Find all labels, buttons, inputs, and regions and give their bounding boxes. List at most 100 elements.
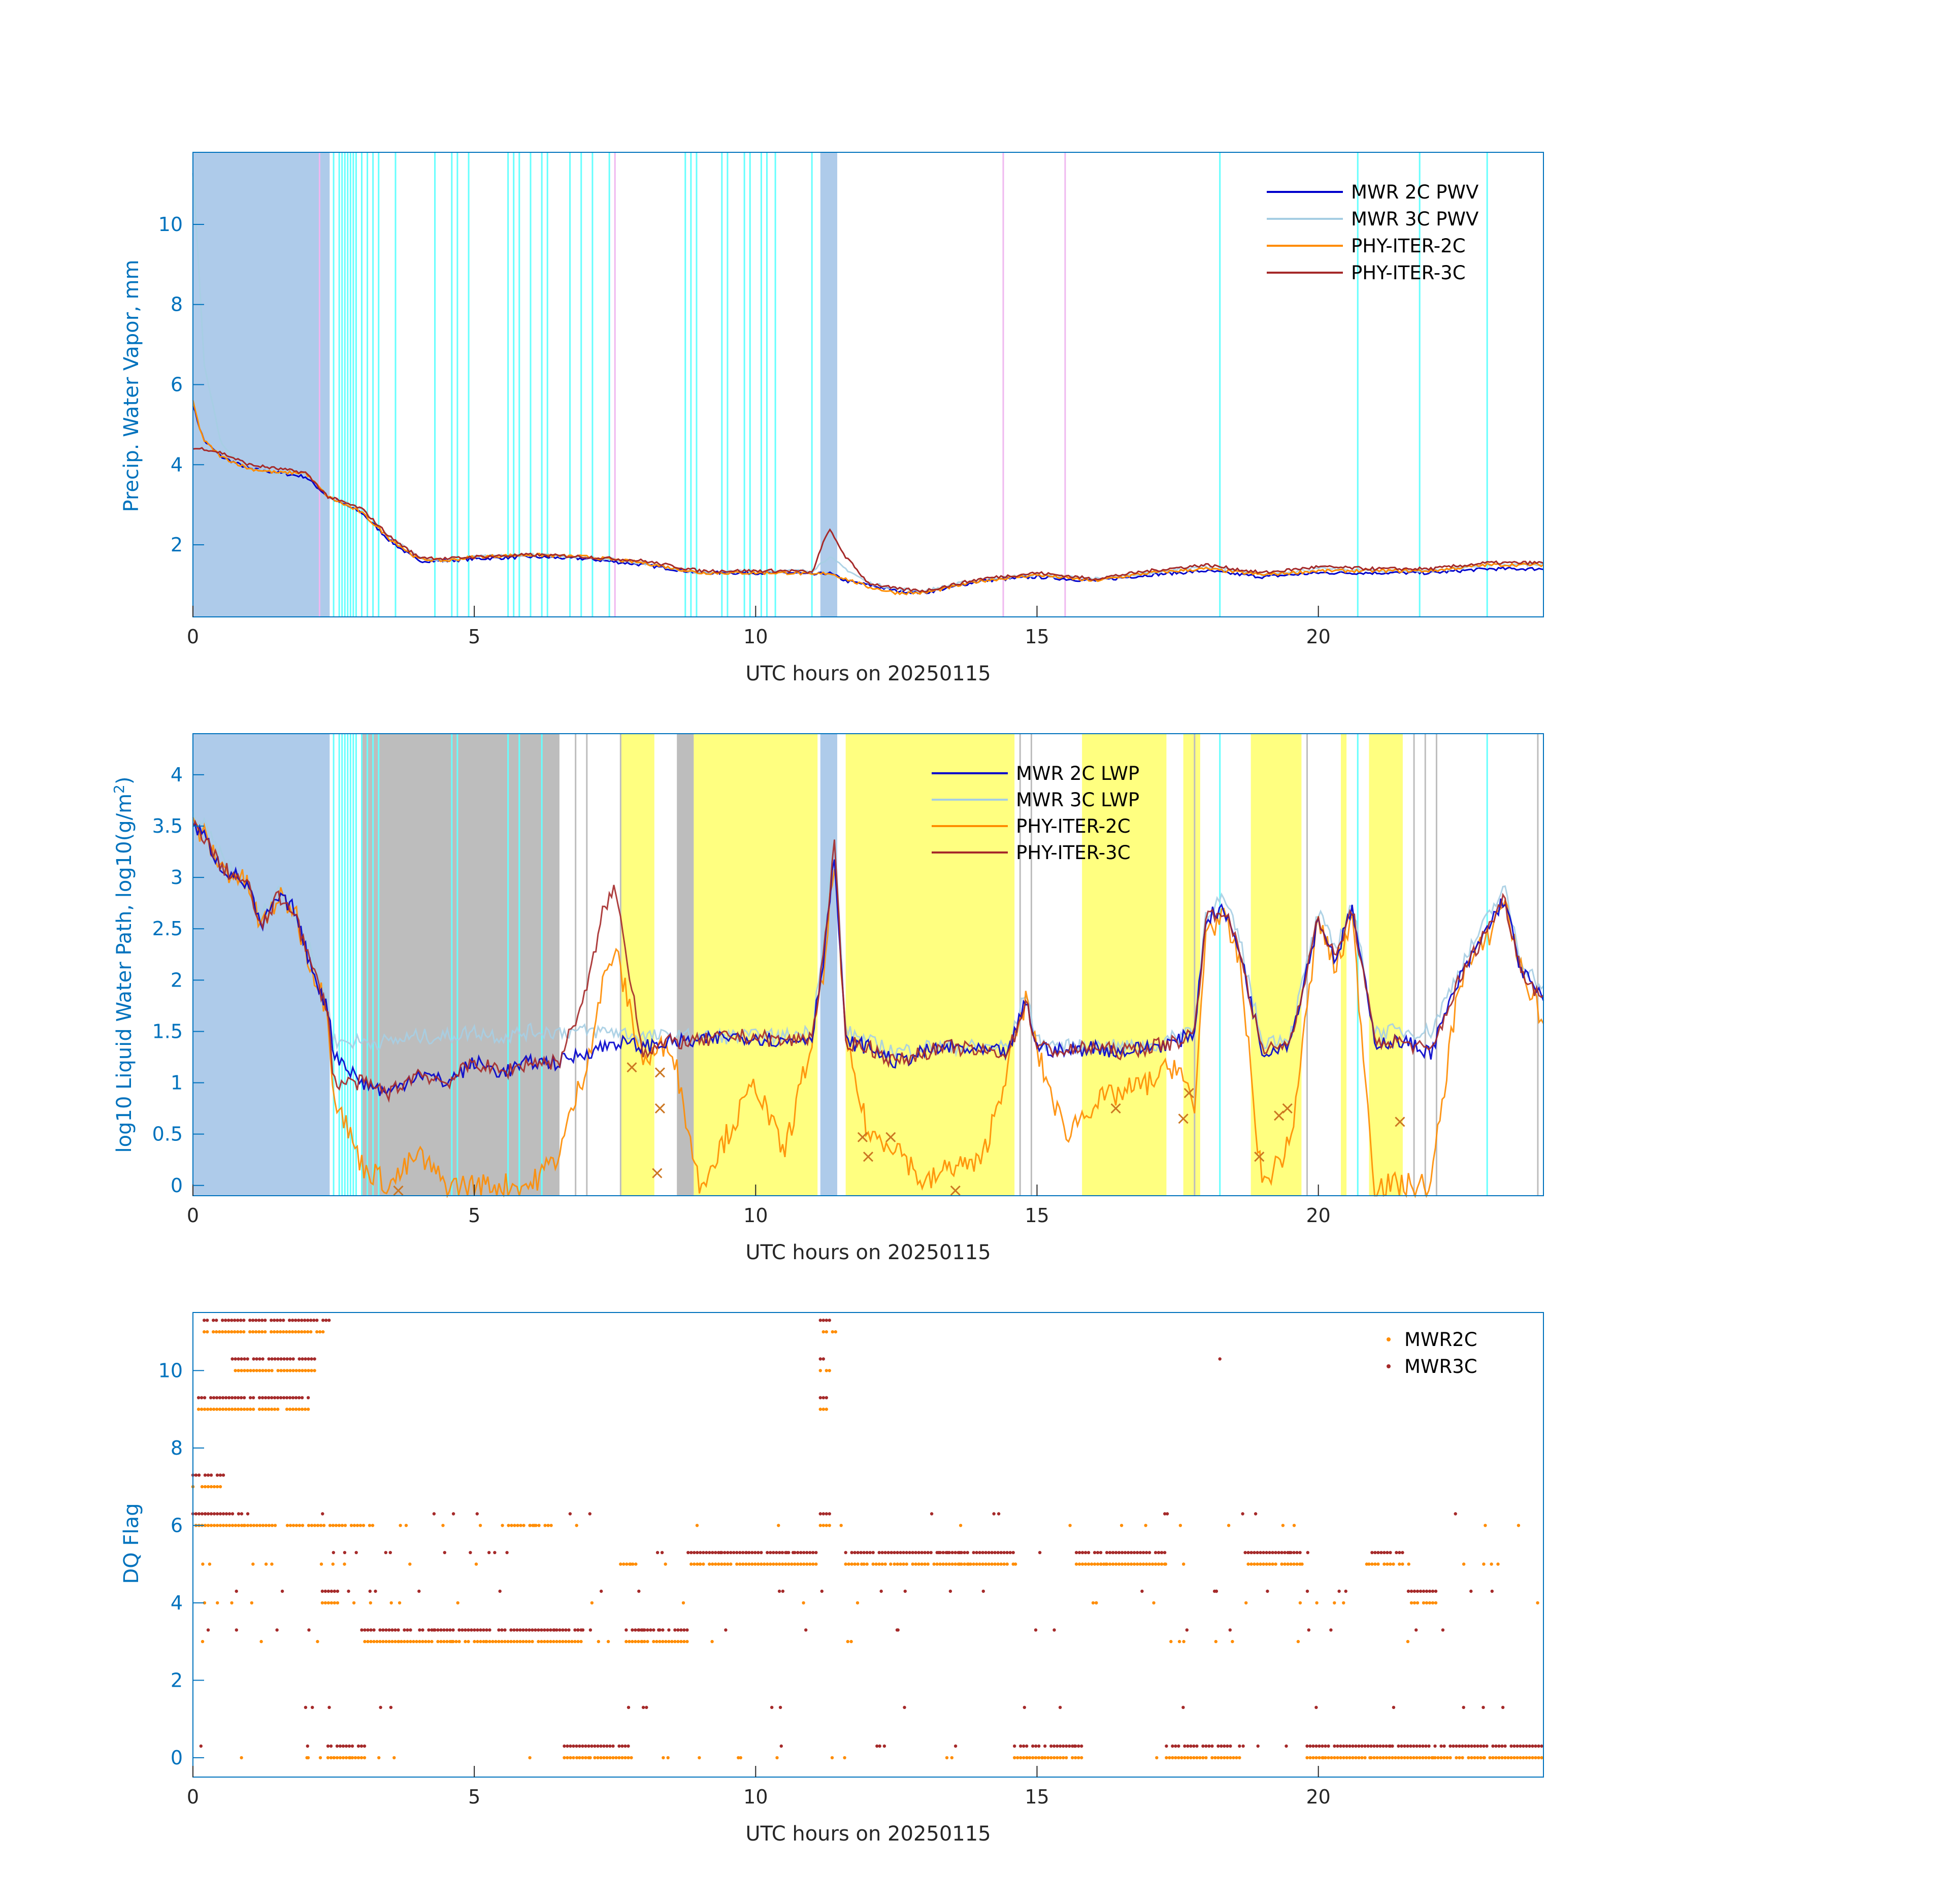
x-tick-label: 5	[468, 1204, 480, 1227]
dq-point-mwr3c	[451, 1628, 455, 1632]
dq-point-mwr3c	[1366, 1744, 1370, 1748]
dq-point-mwr2c	[366, 1639, 370, 1644]
dq-point-mwr3c	[808, 1551, 812, 1554]
dq-point-mwr2c	[975, 1562, 978, 1566]
dq-point-mwr3c	[1204, 1744, 1208, 1748]
dq-point-mwr3c	[785, 1551, 788, 1554]
dq-point-mwr3c	[719, 1551, 723, 1554]
dq-point-mwr2c	[630, 1756, 633, 1760]
dq-point-mwr3c	[356, 1744, 360, 1748]
dq-point-mwr2c	[874, 1562, 878, 1566]
dq-point-mwr3c	[747, 1551, 751, 1554]
dq-point-mwr3c	[1415, 1744, 1419, 1748]
dq-point-mwr2c	[698, 1756, 701, 1760]
dq-point-mwr2c	[1013, 1562, 1017, 1566]
dq-point-mwr3c	[1458, 1744, 1461, 1748]
dq-point-mwr2c	[291, 1330, 294, 1334]
dq-point-mwr2c	[737, 1756, 740, 1760]
dq-point-mwr2c	[695, 1524, 699, 1527]
dq-point-mwr2c	[549, 1639, 552, 1644]
dq-point-mwr2c	[828, 1369, 832, 1372]
dq-point-mwr2c	[387, 1639, 391, 1644]
dq-point-mwr3c	[1008, 1551, 1012, 1554]
dq-point-mwr3c	[875, 1744, 879, 1748]
dq-point-mwr3c	[821, 1512, 826, 1516]
dq-point-mwr2c	[735, 1562, 739, 1566]
dq-point-mwr2c	[1491, 1756, 1495, 1760]
dq-point-mwr3c	[1381, 1744, 1385, 1748]
dq-point-mwr2c	[319, 1524, 323, 1527]
dq-point-mwr3c	[291, 1319, 294, 1322]
dq-point-mwr2c	[831, 1330, 835, 1334]
dq-point-mwr3c	[781, 1589, 785, 1593]
dq-point-mwr2c	[1126, 1562, 1130, 1566]
dq-point-mwr3c	[825, 1512, 829, 1516]
dq-point-mwr2c	[484, 1639, 488, 1644]
dq-point-mwr2c	[316, 1524, 320, 1527]
dq-point-mwr2c	[264, 1562, 268, 1566]
dq-point-mwr2c	[227, 1407, 231, 1411]
dq-point-mwr3c	[1019, 1744, 1023, 1748]
dq-point-mwr3c	[1540, 1744, 1543, 1748]
dq-point-mwr2c	[1028, 1756, 1032, 1760]
dq-point-mwr3c	[218, 1512, 222, 1516]
dq-point-mwr2c	[1503, 1756, 1507, 1760]
panel-pwv: 0 5 10 15 20 2 4 6 8 10 UTC hours on 20250115 Pr…	[120, 152, 1544, 685]
dq-point-mwr2c	[436, 1639, 440, 1644]
dq-point-mwr2c	[454, 1639, 458, 1644]
dq-point-mwr3c	[421, 1628, 424, 1632]
dq-point-mwr3c	[1183, 1744, 1187, 1748]
dq-point-mwr2c	[546, 1524, 550, 1527]
dq-point-mwr2c	[611, 1756, 615, 1760]
dq-point-mwr2c	[572, 1756, 575, 1760]
dq-point-mwr3c	[584, 1744, 587, 1748]
lwp-yellow-span	[1341, 734, 1347, 1196]
dq-point-mwr2c	[1383, 1562, 1386, 1566]
dq-point-mwr2c	[1311, 1756, 1315, 1760]
dq-point-mwr2c	[853, 1562, 857, 1566]
dq-point-mwr2c	[326, 1756, 330, 1760]
dq-point-mwr3c	[1228, 1628, 1232, 1632]
dq-point-mwr3c	[572, 1744, 575, 1748]
pwv-missing-span	[193, 152, 330, 617]
dq-point-mwr2c	[522, 1524, 525, 1527]
dq-point-mwr3c	[1392, 1705, 1396, 1709]
dq-point-mwr3c	[611, 1744, 615, 1748]
dq-point-mwr2c	[264, 1330, 267, 1334]
dq-point-mwr3c	[200, 1512, 204, 1516]
dq-point-mwr3c	[1256, 1551, 1259, 1554]
dq-point-mwr3c	[1403, 1744, 1406, 1748]
dq-point-mwr2c	[1095, 1601, 1098, 1605]
dq-point-mwr2c	[1439, 1756, 1443, 1760]
dq-point-mwr2c	[769, 1562, 772, 1566]
dq-point-mwr2c	[643, 1639, 646, 1644]
dq-point-mwr2c	[1339, 1756, 1342, 1760]
dq-point-mwr2c	[335, 1756, 339, 1760]
dq-point-mwr3c	[1241, 1512, 1244, 1516]
dq-point-mwr3c	[1249, 1551, 1253, 1554]
dq-point-mwr3c	[729, 1551, 733, 1554]
dq-point-mwr3c	[1062, 1744, 1065, 1748]
dq-point-mwr2c	[558, 1639, 562, 1644]
dq-point-mwr2c	[1186, 1756, 1190, 1760]
dq-point-mwr3c	[194, 1512, 198, 1516]
dq-point-mwr2c	[1445, 1756, 1449, 1760]
dq-point-mwr3c	[1441, 1628, 1445, 1632]
dq-point-mwr2c	[528, 1524, 532, 1527]
dq-point-mwr3c	[304, 1357, 307, 1361]
dq-point-mwr2c	[338, 1756, 342, 1760]
dq-point-mwr3c	[1479, 1744, 1483, 1748]
dq-point-mwr3c	[724, 1628, 728, 1632]
dq-point-mwr2c	[1189, 1756, 1193, 1760]
legend-label: MWR3C	[1404, 1356, 1477, 1377]
dq-point-mwr2c	[843, 1756, 846, 1760]
dq-point-mwr3c	[975, 1551, 978, 1554]
lwp-x-marker	[857, 1132, 868, 1142]
dq-point-mwr3c	[958, 1551, 962, 1554]
dq-point-mwr3c	[1266, 1589, 1269, 1593]
lwp-x-marker	[652, 1168, 663, 1178]
dq-point-mwr2c	[825, 1524, 829, 1527]
dq-point-mwr3c	[460, 1628, 464, 1632]
dq-point-mwr3c	[1280, 1551, 1283, 1554]
x-tick-label: 0	[187, 1204, 199, 1227]
